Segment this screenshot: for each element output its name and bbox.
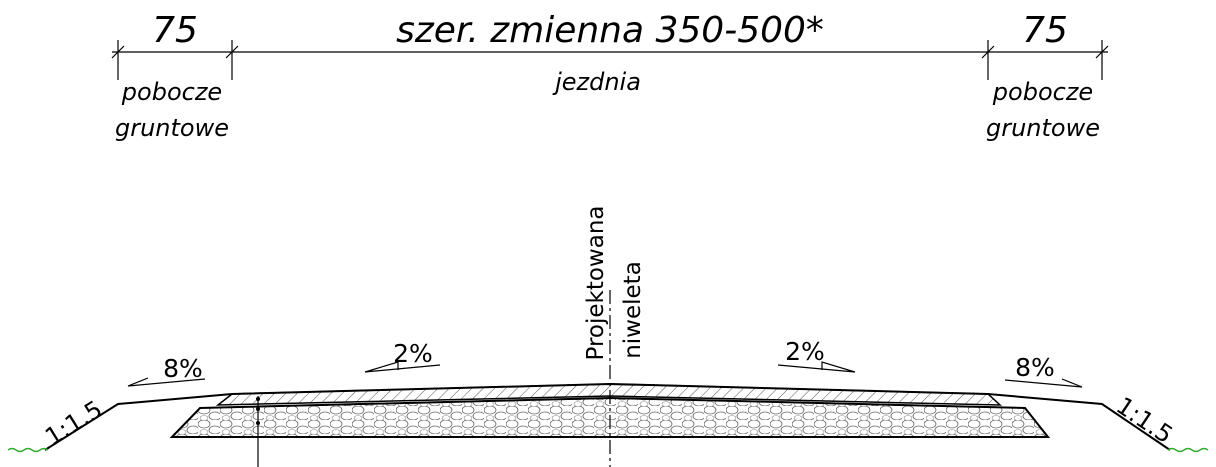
dimension-label: gruntowe [115, 114, 229, 142]
marker-dot [256, 397, 260, 401]
slope-arrow [127, 361, 1083, 388]
slope-label: 8% [1015, 353, 1055, 382]
dimension-label: gruntowe [986, 114, 1100, 142]
dimension-line [111, 40, 1109, 80]
dimension-label: pobocze [121, 78, 222, 106]
dimension-label: pobocze [992, 78, 1093, 106]
slope-label: 8% [163, 354, 203, 383]
marker-dot [256, 407, 260, 411]
axis-label: niweleta [620, 261, 646, 359]
slope-label: 2% [393, 339, 433, 368]
marker-dot [256, 421, 260, 425]
ground [7, 447, 49, 453]
dimension-label: jezdnia [552, 68, 641, 96]
slope-label: 2% [785, 337, 825, 366]
embankment-label: 1:1.5 [40, 395, 107, 451]
ground [1167, 447, 1209, 453]
dimension-value: szer. zmienna 350-500* [396, 10, 824, 51]
dimension-value: 75 [1022, 10, 1068, 51]
embankment-label: 1:1.5 [1111, 392, 1178, 450]
dimension-value: 75 [152, 10, 198, 51]
axis-label: Projektowana [583, 205, 609, 360]
